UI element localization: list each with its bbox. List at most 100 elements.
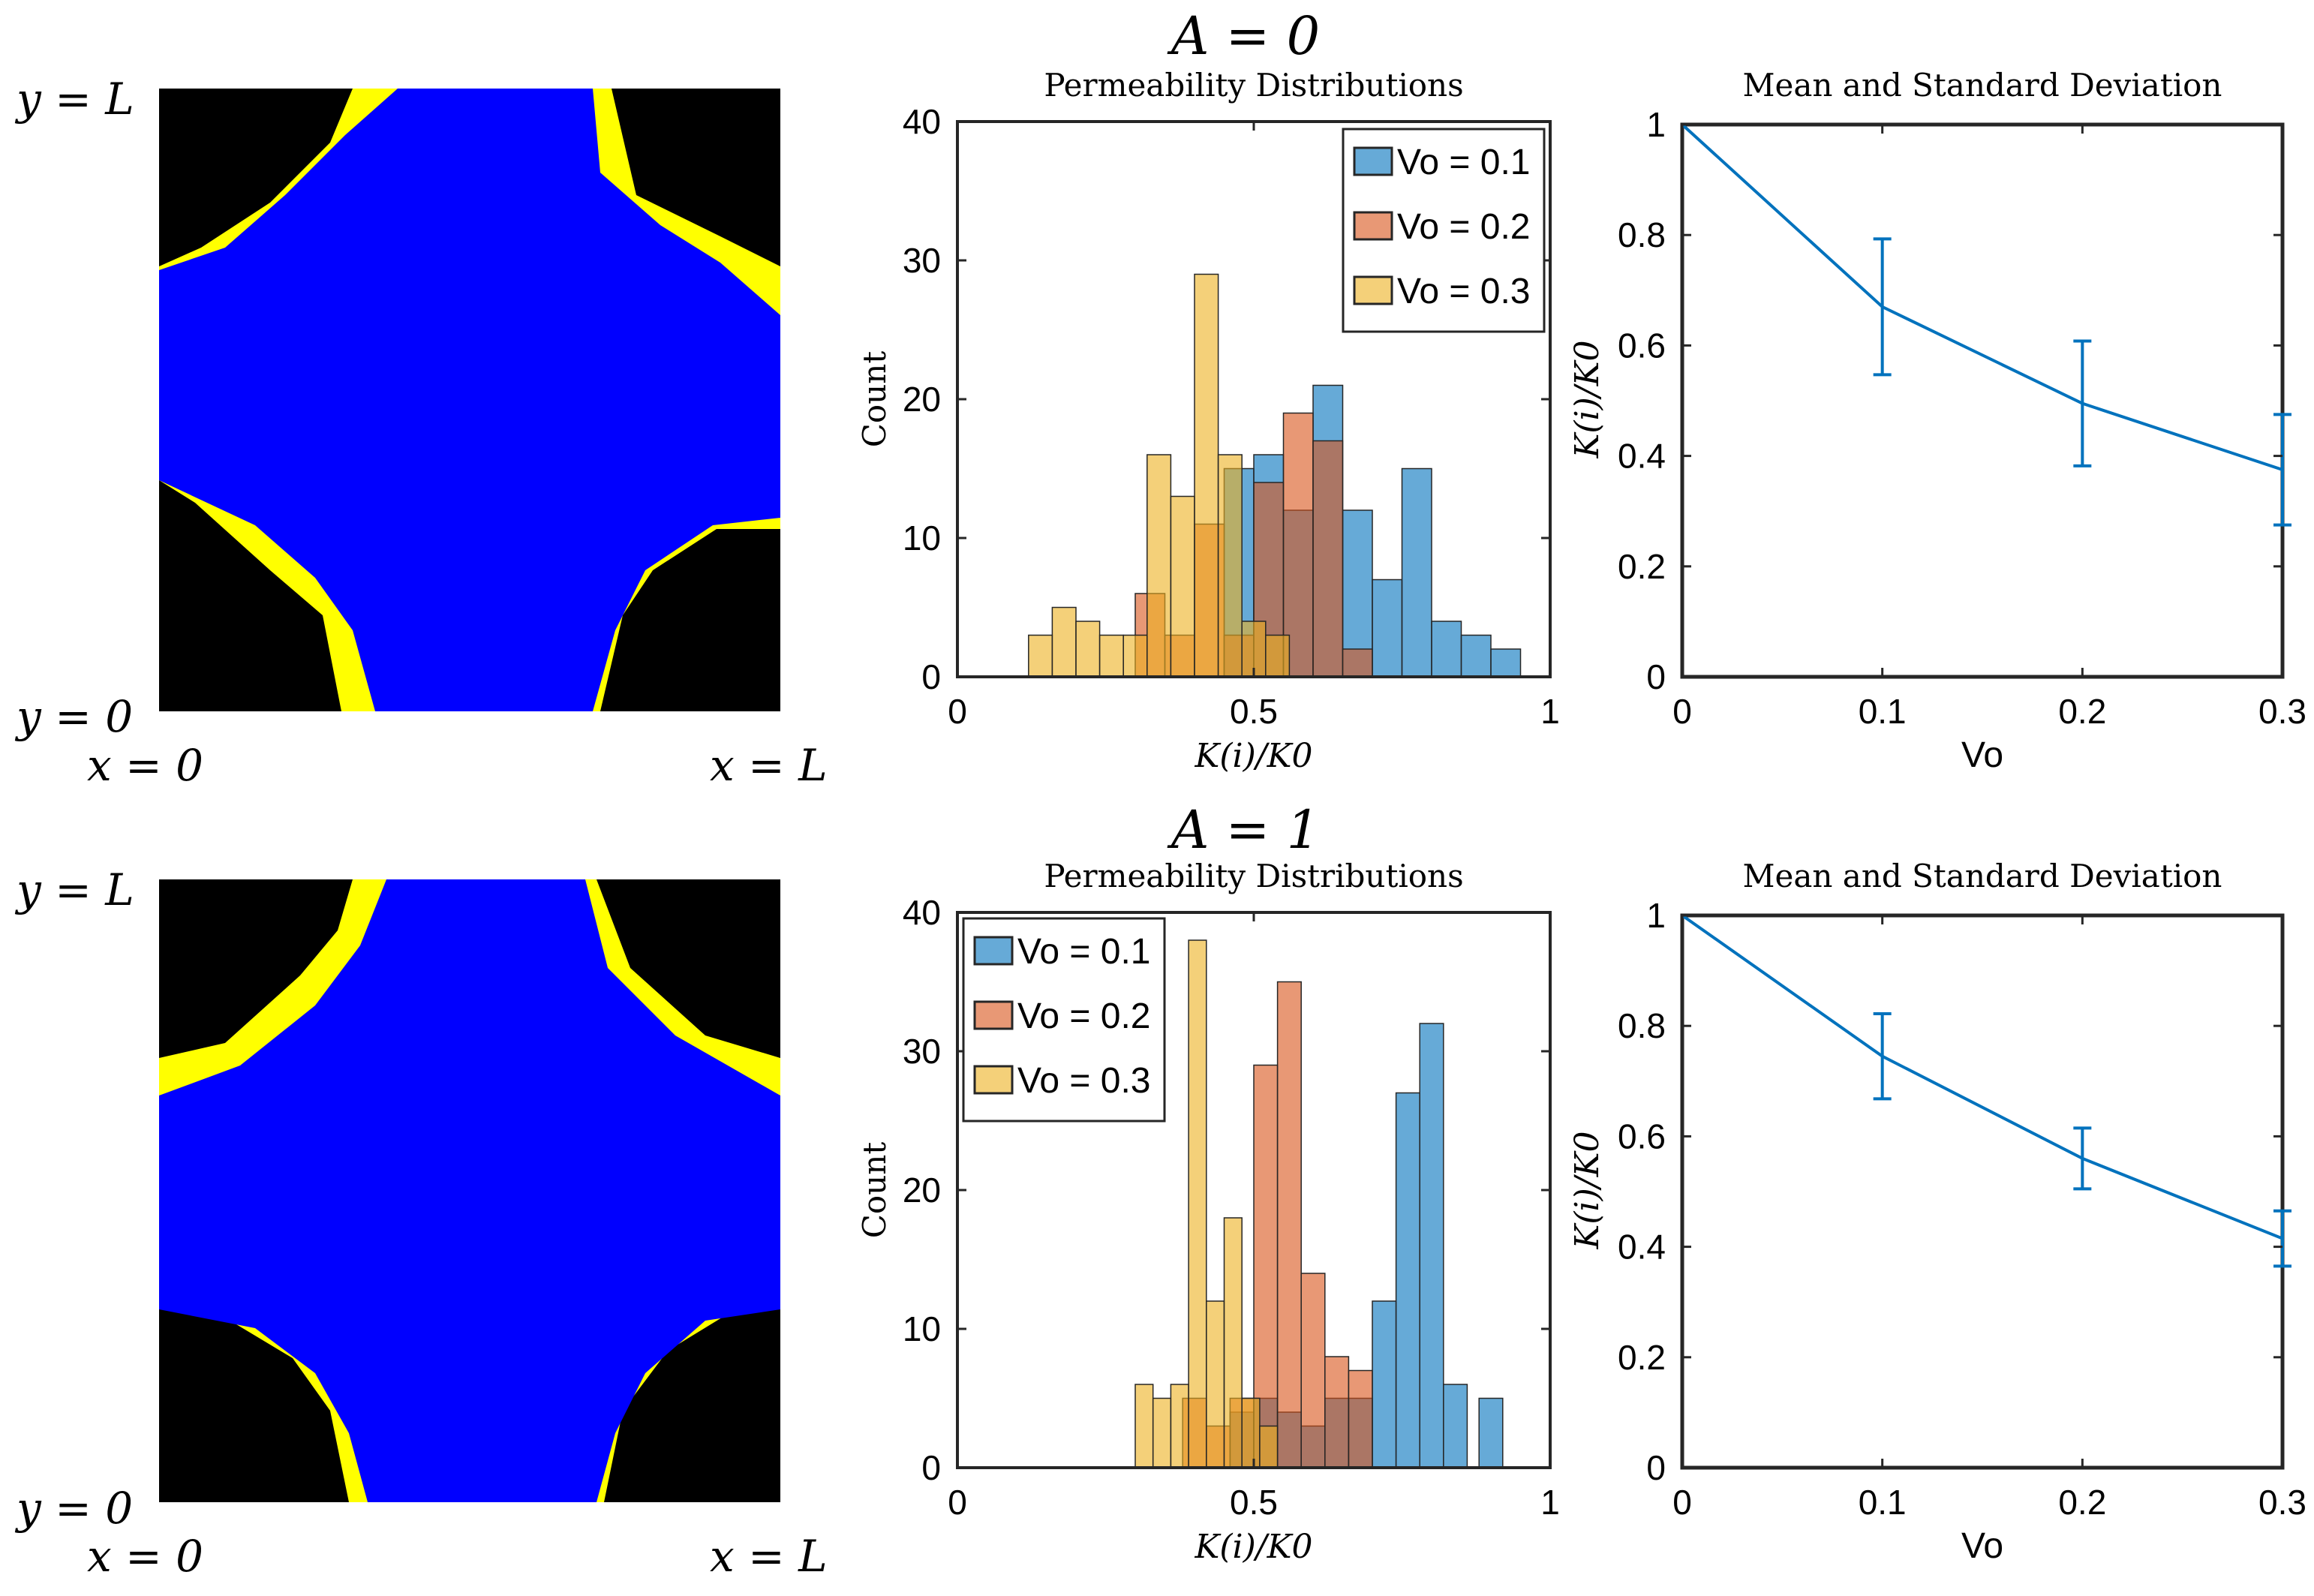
hist-ytick-label: 0	[921, 1448, 941, 1487]
hist-xtick-label: 1	[1540, 1483, 1560, 1522]
label-x-left: x = 0	[87, 740, 203, 791]
label-y-bottom: y = 0	[14, 691, 133, 742]
hist-bar-vo-0-2-7	[1348, 1369, 1373, 1468]
hist-ytick-label: 0	[921, 657, 941, 696]
mean-line	[1681, 123, 2283, 471]
histogram-a1: Permeability Distributions 0 0.5 101020304…	[856, 858, 1560, 1566]
label-x-right: x = L	[710, 740, 828, 791]
line-ytick-label: 0	[1646, 657, 1666, 696]
label-y-bottom: y = 0	[14, 1483, 133, 1534]
hist-legend: Vo = 0.1 Vo = 0.2 Vo = 0.3	[1342, 128, 1546, 333]
hist-ylabel: Count	[856, 351, 893, 448]
hist-ytick-label: 20	[903, 380, 941, 419]
hist-bar-vo-0-2-5	[1300, 1273, 1326, 1468]
hist-ytick-label: 10	[903, 1309, 941, 1348]
hist-bar-vo-0-1-7	[1431, 621, 1462, 678]
legend-swatch-vo-0-2	[1353, 211, 1393, 241]
mean-line	[1681, 914, 2283, 1240]
legend-label-vo-0-3: Vo = 0.3	[1017, 1061, 1151, 1101]
hist-xtick-label: 0	[948, 1483, 967, 1522]
line-ytick-label: 0.6	[1618, 326, 1666, 365]
line-xtick-label: 0	[1672, 692, 1692, 731]
label-x-right: x = L	[710, 1531, 828, 1582]
hist-bar-vo-0-1-9	[1443, 1384, 1468, 1468]
hist-ytick-label: 30	[903, 241, 941, 280]
hist-xtick-label: 0.5	[1230, 1483, 1278, 1522]
line-ylabel: K(i)/K0	[1568, 1132, 1606, 1250]
line-xtick-label: 0.3	[2258, 1483, 2306, 1522]
hist-ytick-label: 40	[903, 102, 941, 141]
hist-title: Permeability Distributions	[1044, 67, 1463, 104]
hist-bar-vo-0-3-3	[1188, 939, 1207, 1468]
hist-ytick-label: 20	[903, 1171, 941, 1210]
line-xtick-label: 0.3	[2258, 692, 2306, 731]
hist-bar-vo-0-3-0	[1028, 634, 1053, 678]
hist-bar-vo-0-3-6	[1241, 1397, 1261, 1468]
line-ytick-label: 0	[1646, 1448, 1666, 1487]
hist-bar-vo-0-3-2	[1170, 1384, 1189, 1468]
row-header-a0: A = 0	[1167, 5, 1320, 67]
error-bar-1	[1873, 1012, 1892, 1101]
hist-xlabel: K(i)/K0	[1195, 1528, 1313, 1566]
hist-bar-vo-0-2-5	[1282, 412, 1314, 678]
domain-pore-region	[159, 89, 780, 711]
hist-bar-vo-0-1-6	[1372, 1300, 1397, 1468]
hist-bar-vo-0-3-1	[1051, 606, 1077, 678]
hist-bar-vo-0-3-5	[1146, 454, 1172, 678]
hist-bar-vo-0-3-7	[1259, 1425, 1279, 1468]
line-xtick-label: 0.2	[2058, 1483, 2106, 1522]
hist-ytick-label: 10	[903, 518, 941, 558]
label-y-top: y = L	[14, 864, 134, 915]
hist-ylabel: Count	[856, 1142, 893, 1239]
legend-swatch-vo-0-1	[1353, 146, 1393, 176]
row-header-a1: A = 1	[1167, 799, 1320, 861]
legend-label-vo-0-2: Vo = 0.2	[1017, 996, 1151, 1036]
legend-swatch-vo-0-3	[973, 1065, 1014, 1095]
line-xtick-label: 0	[1672, 1483, 1692, 1522]
domain-image-a0: y = L y = 0 x = 0 x = L	[14, 74, 828, 791]
hist-bar-vo-0-3-4	[1206, 1300, 1225, 1468]
hist-ytick-label: 30	[903, 1032, 941, 1071]
label-y-top: y = L	[14, 74, 134, 125]
hist-bar-vo-0-3-5	[1223, 1217, 1243, 1468]
label-x-left: x = 0	[87, 1531, 203, 1582]
legend-label-vo-0-3: Vo = 0.3	[1397, 272, 1531, 311]
line-ytick-label: 0.2	[1618, 1338, 1666, 1377]
row-a0: y = L y = 0 x = 0 x = L A = 0 Permeabili…	[14, 5, 2306, 791]
hist-bar-vo-0-2-7	[1342, 648, 1373, 678]
legend-swatch-vo-0-2	[973, 1000, 1014, 1030]
row-a1: y = L y = 0 x = 0 x = L A = 1 Permeabili…	[14, 799, 2306, 1582]
legend-swatch-vo-0-1	[973, 936, 1014, 966]
line-xlabel: Vo	[1961, 735, 2003, 775]
hist-bar-vo-0-2-6	[1312, 440, 1344, 678]
error-bar-3	[2273, 413, 2291, 527]
line-title: Mean and Standard Deviation	[1743, 67, 2222, 104]
hist-bar-vo-0-3-4	[1122, 634, 1148, 678]
hist-bar-vo-0-3-10	[1265, 634, 1291, 678]
line-ytick-label: 1	[1646, 105, 1666, 144]
line-xtick-label: 0.1	[1859, 692, 1907, 731]
error-bar-1	[1873, 237, 1892, 377]
line-xlabel: Vo	[1961, 1526, 2003, 1566]
hist-bar-vo-0-1-8	[1419, 1023, 1444, 1468]
hist-bar-vo-0-1-10	[1478, 1397, 1504, 1468]
line-ytick-label: 0.6	[1618, 1117, 1666, 1156]
error-bar-3	[2273, 1209, 2291, 1268]
hist-ytick-label: 40	[903, 893, 941, 932]
domain-pore-region	[159, 879, 780, 1502]
hist-bar-vo-0-3-0	[1134, 1384, 1154, 1468]
hist-bar-vo-0-1-8	[1460, 634, 1492, 678]
line-ytick-label: 0.2	[1618, 547, 1666, 586]
line-axes-box	[1680, 913, 2285, 1470]
legend-label-vo-0-1: Vo = 0.1	[1017, 932, 1151, 972]
hist-xtick-label: 0	[948, 692, 967, 731]
error-bar-2	[2073, 339, 2092, 467]
hist-bar-vo-0-3-2	[1075, 621, 1101, 678]
hist-xtick-label: 0.5	[1230, 692, 1278, 731]
line-ylabel: K(i)/K0	[1568, 341, 1606, 459]
line-ytick-label: 0.8	[1618, 215, 1666, 254]
line-chart-a0: Mean and Standard Deviation 0 0.1 0.2 0.3 0 0…	[1568, 67, 2306, 775]
legend-label-vo-0-1: Vo = 0.1	[1397, 143, 1531, 182]
error-bar-2	[2073, 1126, 2092, 1191]
line-title: Mean and Standard Deviation	[1743, 858, 2222, 894]
